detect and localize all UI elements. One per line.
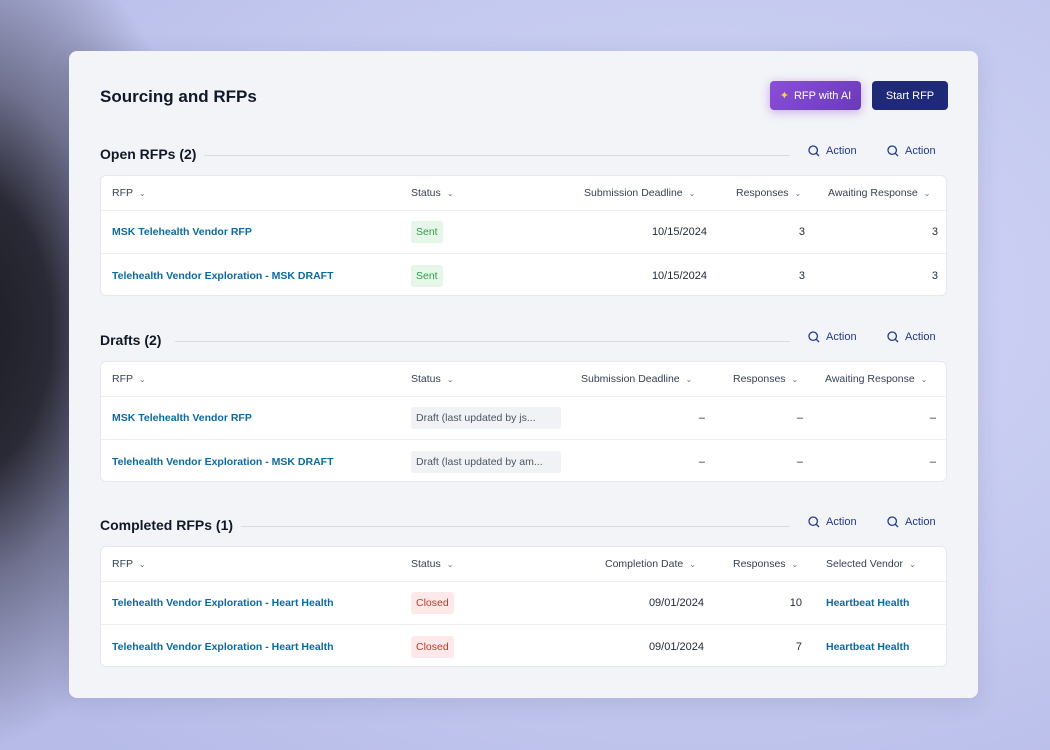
chevron-down-icon: ⌄: [794, 188, 802, 198]
completion-date-value: 09/01/2024: [648, 640, 704, 653]
table-header: RFP ⌄ Status ⌄ Completion Date ⌄ Responses ⌄…: [101, 547, 946, 582]
section-divider: [238, 526, 790, 527]
chevron-down-icon: ⌄: [446, 559, 454, 569]
table-row[interactable]: MSK Telehealth Vendor RFP Sent 10/15/202…: [101, 211, 946, 254]
page-title: Sourcing and RFPs: [100, 87, 257, 106]
column-header-rfp[interactable]: RFP ⌄: [112, 558, 146, 570]
open-rfps-table: RFP ⌄ Status ⌄ Submission Deadline ⌄ Respon…: [100, 175, 947, 296]
open-rfps-section: Open RFPs (2) Action Action RFP ⌄ Status ⌄…: [100, 142, 947, 296]
selected-vendor-link[interactable]: Heartbeat Health: [826, 640, 910, 653]
chevron-down-icon: ⌄: [446, 374, 454, 384]
awaiting-value: –: [929, 412, 936, 424]
column-header-responses[interactable]: Responses ⌄: [733, 558, 799, 570]
chevron-down-icon: ⌄: [685, 374, 693, 384]
column-header-rfp[interactable]: RFP ⌄: [112, 373, 146, 385]
action-button[interactable]: Action: [808, 516, 857, 528]
action-button[interactable]: Action: [808, 331, 857, 343]
completed-rfps-section: Completed RFPs (1) Action Action RFP ⌄ St…: [100, 513, 947, 667]
rfp-card: Sourcing and RFPs ✦ RFP with AI Start RF…: [69, 51, 978, 698]
search-icon: [808, 145, 820, 157]
rfp-link[interactable]: Telehealth Vendor Exploration - MSK DRAF…: [112, 269, 334, 282]
chevron-down-icon: ⌄: [139, 559, 146, 569]
chevron-down-icon: ⌄: [909, 559, 916, 569]
drafts-section: Drafts (2) Action Action RFP ⌄ Status ⌄ Su…: [100, 328, 947, 482]
chevron-down-icon: ⌄: [791, 559, 799, 569]
column-header-status[interactable]: Status ⌄: [411, 558, 454, 570]
rfp-link[interactable]: MSK Telehealth Vendor RFP: [112, 226, 252, 238]
responses-value: 3: [798, 269, 805, 282]
awaiting-value: –: [929, 455, 936, 468]
column-header-awaiting[interactable]: Awaiting Response ⌄: [828, 187, 931, 199]
section-title: Open RFPs (2): [100, 146, 205, 162]
completion-date-value: 09/01/2024: [648, 597, 704, 609]
responses-value: 3: [798, 226, 805, 238]
action-button[interactable]: Action: [887, 516, 936, 528]
responses-value: 10: [789, 597, 802, 609]
column-header-deadline[interactable]: Submission Deadline ⌄: [584, 187, 696, 199]
selected-vendor-link[interactable]: Heartbeat Health: [826, 597, 910, 609]
responses-value: –: [796, 455, 803, 468]
column-header-status[interactable]: Status ⌄: [411, 187, 454, 199]
column-header-status[interactable]: Status ⌄: [411, 373, 454, 385]
rfp-with-ai-button[interactable]: ✦ RFP with AI: [770, 81, 861, 110]
status-badge: Draft (last updated by am...: [411, 450, 561, 473]
rfp-link[interactable]: Telehealth Vendor Exploration - Heart He…: [112, 597, 334, 609]
table-row[interactable]: Telehealth Vendor Exploration - Heart He…: [101, 625, 946, 666]
chevron-down-icon: ⌄: [688, 188, 696, 198]
column-header-rfp[interactable]: RFP ⌄: [112, 187, 146, 199]
status-badge: Sent: [411, 264, 443, 287]
chevron-down-icon: ⌄: [920, 374, 928, 384]
column-header-completion-date[interactable]: Completion Date ⌄: [605, 558, 696, 570]
completed-rfps-table: RFP ⌄ Status ⌄ Completion Date ⌄ Responses ⌄…: [100, 546, 947, 667]
column-header-awaiting[interactable]: Awaiting Response ⌄: [825, 373, 928, 385]
responses-value: –: [796, 412, 803, 424]
search-icon: [808, 331, 820, 343]
search-icon: [887, 145, 899, 157]
status-badge: Closed: [411, 592, 454, 614]
section-title: Completed RFPs (1): [100, 517, 242, 533]
column-header-responses[interactable]: Responses ⌄: [736, 187, 802, 199]
deadline-value: 10/15/2024: [651, 269, 707, 282]
action-button[interactable]: Action: [887, 331, 936, 343]
section-title: Drafts (2): [100, 332, 170, 348]
search-icon: [887, 516, 899, 528]
start-rfp-button[interactable]: Start RFP: [872, 81, 948, 110]
chevron-down-icon: ⌄: [139, 188, 146, 198]
chevron-down-icon: ⌄: [689, 559, 696, 569]
column-header-deadline[interactable]: Submission Deadline ⌄: [581, 373, 693, 385]
table-header: RFP ⌄ Status ⌄ Submission Deadline ⌄ Respon…: [101, 176, 946, 211]
column-header-selected-vendor[interactable]: Selected Vendor ⌄: [826, 558, 916, 570]
chevron-down-icon: ⌄: [446, 188, 454, 198]
status-badge: Draft (last updated by js...: [411, 407, 561, 429]
search-icon: [808, 516, 820, 528]
table-row[interactable]: Telehealth Vendor Exploration - MSK DRAF…: [101, 254, 946, 295]
action-button[interactable]: Action: [887, 145, 936, 157]
responses-value: 7: [795, 640, 802, 653]
table-row[interactable]: Telehealth Vendor Exploration - Heart He…: [101, 582, 946, 625]
rfp-with-ai-label: RFP with AI: [793, 89, 852, 102]
chevron-down-icon: ⌄: [791, 374, 799, 384]
table-row[interactable]: MSK Telehealth Vendor RFP Draft (last up…: [101, 397, 946, 440]
action-button[interactable]: Action: [808, 145, 857, 157]
status-badge: Closed: [411, 635, 454, 658]
search-icon: [887, 331, 899, 343]
table-row[interactable]: Telehealth Vendor Exploration - MSK DRAF…: [101, 440, 946, 481]
rfp-link[interactable]: Telehealth Vendor Exploration - MSK DRAF…: [112, 455, 334, 468]
section-divider: [175, 341, 790, 342]
column-header-responses[interactable]: Responses ⌄: [733, 373, 799, 385]
chevron-down-icon: ⌄: [923, 188, 931, 198]
sparkle-icon: ✦: [779, 90, 789, 102]
deadline-value: 10/15/2024: [651, 226, 707, 238]
rfp-link[interactable]: MSK Telehealth Vendor RFP: [112, 412, 252, 424]
deadline-value: –: [698, 412, 705, 424]
deadline-value: –: [698, 455, 705, 468]
table-header: RFP ⌄ Status ⌄ Submission Deadline ⌄ Respon…: [101, 362, 946, 397]
awaiting-value: 3: [931, 269, 938, 282]
drafts-table: RFP ⌄ Status ⌄ Submission Deadline ⌄ Respon…: [100, 361, 947, 482]
rfp-link[interactable]: Telehealth Vendor Exploration - Heart He…: [112, 640, 334, 653]
chevron-down-icon: ⌄: [139, 374, 146, 384]
status-badge: Sent: [411, 221, 443, 243]
awaiting-value: 3: [931, 226, 938, 238]
section-divider: [200, 155, 790, 156]
